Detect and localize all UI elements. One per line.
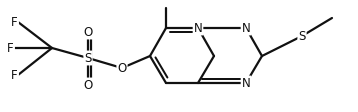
Text: F: F	[11, 69, 18, 82]
Text: N: N	[194, 22, 202, 34]
Text: N: N	[242, 22, 250, 34]
Text: N: N	[242, 76, 250, 89]
Text: F: F	[8, 42, 14, 55]
Text: O: O	[83, 26, 93, 39]
Text: O: O	[83, 79, 93, 92]
Text: S: S	[84, 52, 92, 65]
Text: S: S	[298, 29, 306, 42]
Text: O: O	[117, 61, 127, 74]
Text: F: F	[11, 15, 18, 28]
